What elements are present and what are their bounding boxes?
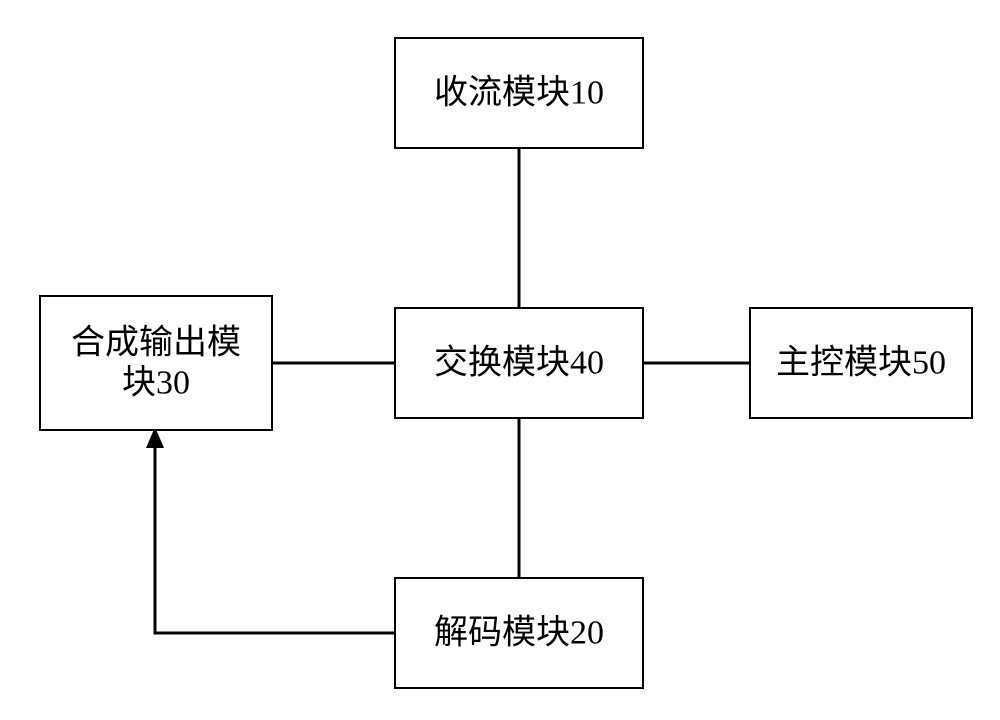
node-center: 交换模块40 bbox=[395, 308, 643, 418]
node-right: 主控模块50 bbox=[750, 308, 972, 418]
node-top: 收流模块10 bbox=[395, 38, 643, 148]
node-bottom: 解码模块20 bbox=[395, 578, 643, 688]
block-diagram: 收流模块10 交换模块40 主控模块50 合成输出模块30 解码模块20 bbox=[0, 0, 1000, 720]
node-center-label: 交换模块40 bbox=[434, 344, 604, 382]
node-left: 合成输出模块30 bbox=[40, 296, 272, 430]
node-left-label: 块30 bbox=[122, 365, 190, 402]
node-left-box bbox=[40, 296, 272, 430]
edge-bottom-left bbox=[155, 430, 395, 633]
node-bottom-label: 解码模块20 bbox=[434, 614, 604, 652]
node-left-label: 合成输出模 bbox=[71, 324, 241, 362]
node-right-label: 主控模块50 bbox=[776, 344, 946, 382]
node-top-label: 收流模块10 bbox=[434, 74, 604, 112]
